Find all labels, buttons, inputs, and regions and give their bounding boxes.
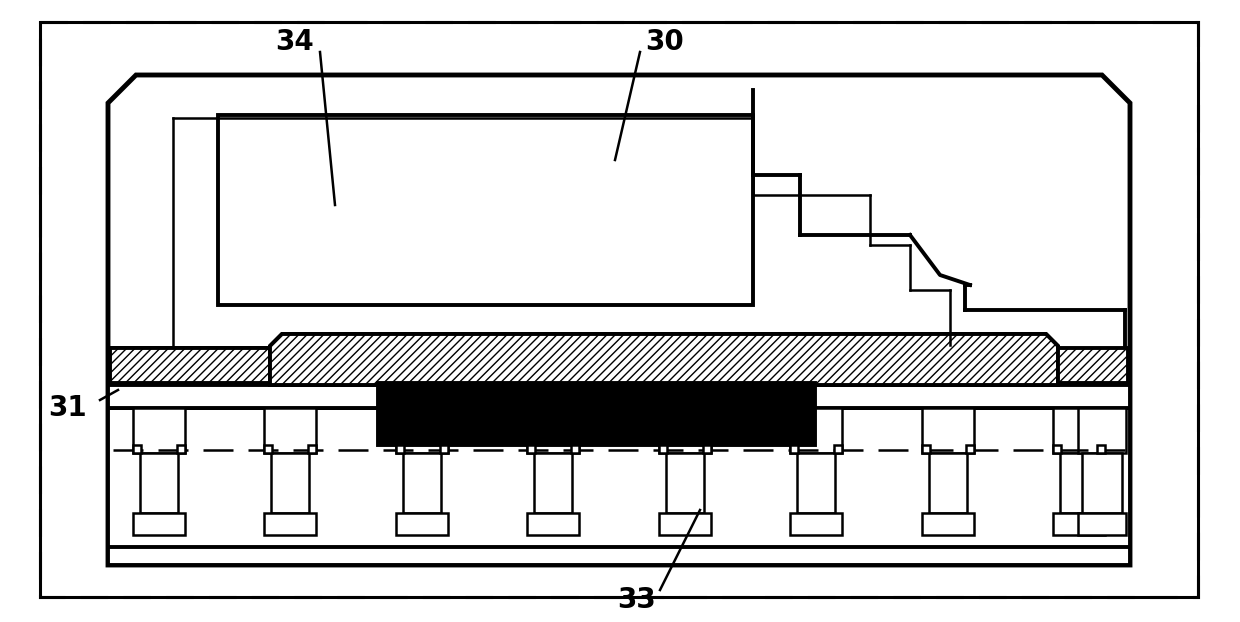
Bar — [133, 408, 185, 453]
Bar — [140, 453, 179, 513]
Polygon shape — [270, 334, 1058, 385]
Bar — [966, 445, 973, 453]
Bar — [534, 453, 573, 513]
Bar — [790, 513, 842, 535]
Bar — [403, 453, 441, 513]
Bar — [264, 408, 316, 453]
Bar — [658, 408, 711, 453]
Bar — [108, 408, 1130, 565]
Bar — [790, 408, 842, 453]
Bar — [1097, 445, 1105, 453]
Bar — [658, 513, 711, 535]
Bar — [527, 513, 579, 535]
Bar — [264, 445, 273, 453]
Bar — [921, 408, 973, 453]
Bar — [1078, 513, 1126, 535]
Bar — [1078, 408, 1126, 453]
Bar — [1058, 348, 1128, 383]
Bar — [1060, 453, 1097, 513]
Bar — [177, 445, 185, 453]
Bar — [1053, 445, 1061, 453]
Text: 34: 34 — [275, 28, 315, 56]
Bar — [133, 513, 185, 535]
Bar — [396, 408, 448, 453]
Bar — [133, 445, 141, 453]
Bar — [572, 445, 579, 453]
Bar — [378, 383, 815, 445]
Bar — [110, 348, 277, 383]
Bar — [527, 408, 579, 453]
Bar — [1053, 513, 1105, 535]
Bar — [108, 547, 1130, 565]
Text: 31: 31 — [48, 394, 87, 422]
Bar — [309, 445, 316, 453]
Bar — [108, 385, 1130, 408]
Bar — [440, 445, 448, 453]
Bar — [797, 453, 836, 513]
Bar — [264, 513, 316, 535]
Bar — [108, 348, 273, 383]
Polygon shape — [108, 75, 1130, 565]
Bar — [658, 445, 667, 453]
Bar — [272, 453, 310, 513]
Bar — [921, 513, 973, 535]
Polygon shape — [270, 334, 1058, 385]
Text: 33: 33 — [618, 586, 656, 614]
Bar — [396, 445, 404, 453]
Text: 30: 30 — [646, 28, 684, 56]
Bar — [527, 445, 536, 453]
Bar — [396, 513, 448, 535]
Bar — [703, 445, 711, 453]
Bar — [835, 445, 842, 453]
Bar — [921, 445, 930, 453]
Bar — [1053, 408, 1105, 453]
Bar — [1083, 453, 1122, 513]
Bar — [929, 453, 966, 513]
Bar — [666, 453, 704, 513]
Bar — [218, 115, 753, 305]
Bar — [790, 445, 799, 453]
